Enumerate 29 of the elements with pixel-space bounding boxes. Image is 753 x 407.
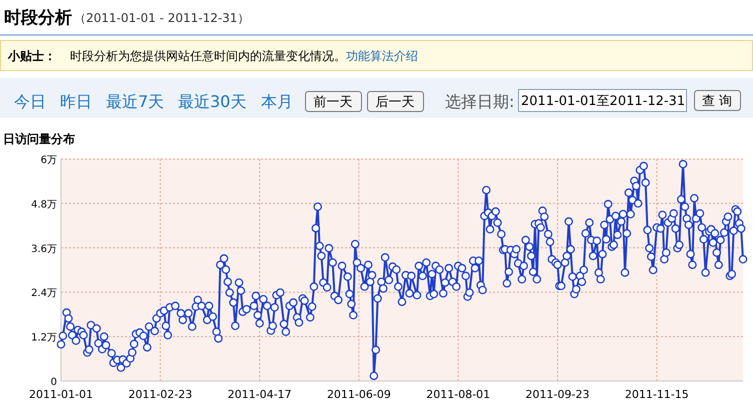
x-tick-label: 2011-01-01 (29, 388, 93, 401)
x-tick-label: 2011-06-09 (326, 388, 391, 401)
y-tick-label: 6万 (40, 155, 57, 166)
text: 今日 (14, 92, 46, 111)
y-tick-label: 2.4万 (31, 288, 57, 300)
text: 小贴士： (7, 49, 56, 63)
x-tick-label: 2011-04-17 (228, 388, 292, 401)
x-tick-label: 2011-09-23 (526, 388, 590, 401)
text: 昨日 (60, 92, 92, 111)
y-tick-label: 4.8万 (31, 199, 57, 210)
text: 2011-01-01至2011-12-31 (521, 94, 686, 109)
text: 功能算法介绍 (346, 49, 418, 63)
chart-title: 时段分析 (4, 8, 72, 28)
text: 最近30天 (178, 92, 246, 111)
y-tick-label: 0 (50, 377, 57, 388)
text: 本月 (261, 92, 293, 111)
text: 前一天 (314, 95, 352, 110)
x-tick-label: 2011-08-01 (426, 388, 490, 401)
x-tick-label: 2011-11-15 (624, 388, 689, 401)
text: 日访问量分布 (3, 132, 75, 146)
text: 时段分析为您提供网站任意时间内的流量变化情况。 (70, 49, 346, 63)
text: 后一天 (376, 95, 414, 110)
text: 选择日期: (445, 92, 514, 111)
chart-subtitle: （2011-01-01 - 2011-12-31） (74, 11, 250, 25)
y-tick-label: 3.6万 (31, 244, 57, 255)
x-tick-label: 2011-02-23 (128, 388, 192, 401)
text: 查 询 (702, 94, 732, 109)
text: 最近7天 (106, 92, 164, 111)
y-tick-label: 1.2万 (31, 332, 57, 344)
